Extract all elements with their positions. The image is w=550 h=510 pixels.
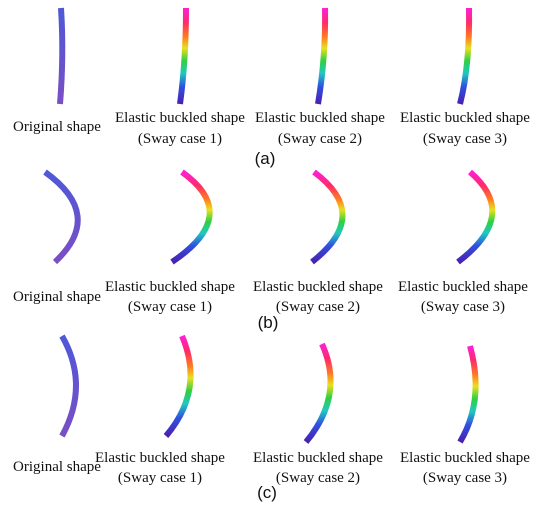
buckled-shape	[163, 334, 194, 438]
caption: (Sway case 1)	[138, 131, 222, 147]
buckled-shape	[315, 7, 329, 105]
caption: Original shape	[13, 119, 101, 135]
caption: Elastic buckled shape	[105, 279, 235, 295]
caption: (Sway case 2)	[276, 299, 360, 315]
row-label: (c)	[257, 483, 277, 502]
caption: Elastic buckled shape	[253, 450, 383, 466]
caption: Elastic buckled shape	[115, 110, 245, 126]
caption: (Sway case 1)	[118, 470, 202, 486]
caption: (Sway case 2)	[276, 470, 360, 486]
caption: Original shape	[13, 289, 101, 305]
caption: Elastic buckled shape	[398, 279, 528, 295]
row-label: (a)	[255, 149, 276, 168]
caption: Elastic buckled shape	[253, 279, 383, 295]
caption: (Sway case 3)	[423, 131, 507, 147]
row-label: (b)	[258, 313, 279, 332]
buckled-shape	[456, 169, 496, 265]
caption: (Sway case 3)	[421, 299, 505, 315]
original-shape	[43, 169, 81, 265]
original-shape	[57, 7, 66, 105]
buckled-shape	[303, 342, 334, 444]
buckled-shape	[457, 7, 473, 105]
caption: Elastic buckled shape	[400, 110, 530, 126]
caption: Original shape	[13, 459, 101, 475]
buckled-shape	[170, 169, 213, 265]
caption: Elastic buckled shape	[95, 450, 225, 466]
buckled-shape	[177, 7, 189, 105]
caption: (Sway case 1)	[128, 299, 212, 315]
caption: Elastic buckled shape	[400, 450, 530, 466]
caption: Elastic buckled shape	[255, 110, 385, 126]
caption: (Sway case 2)	[278, 131, 362, 147]
caption: (Sway case 3)	[423, 470, 507, 486]
original-shape	[59, 334, 79, 438]
buckled-shape	[457, 345, 479, 444]
buckled-shape	[310, 169, 346, 265]
